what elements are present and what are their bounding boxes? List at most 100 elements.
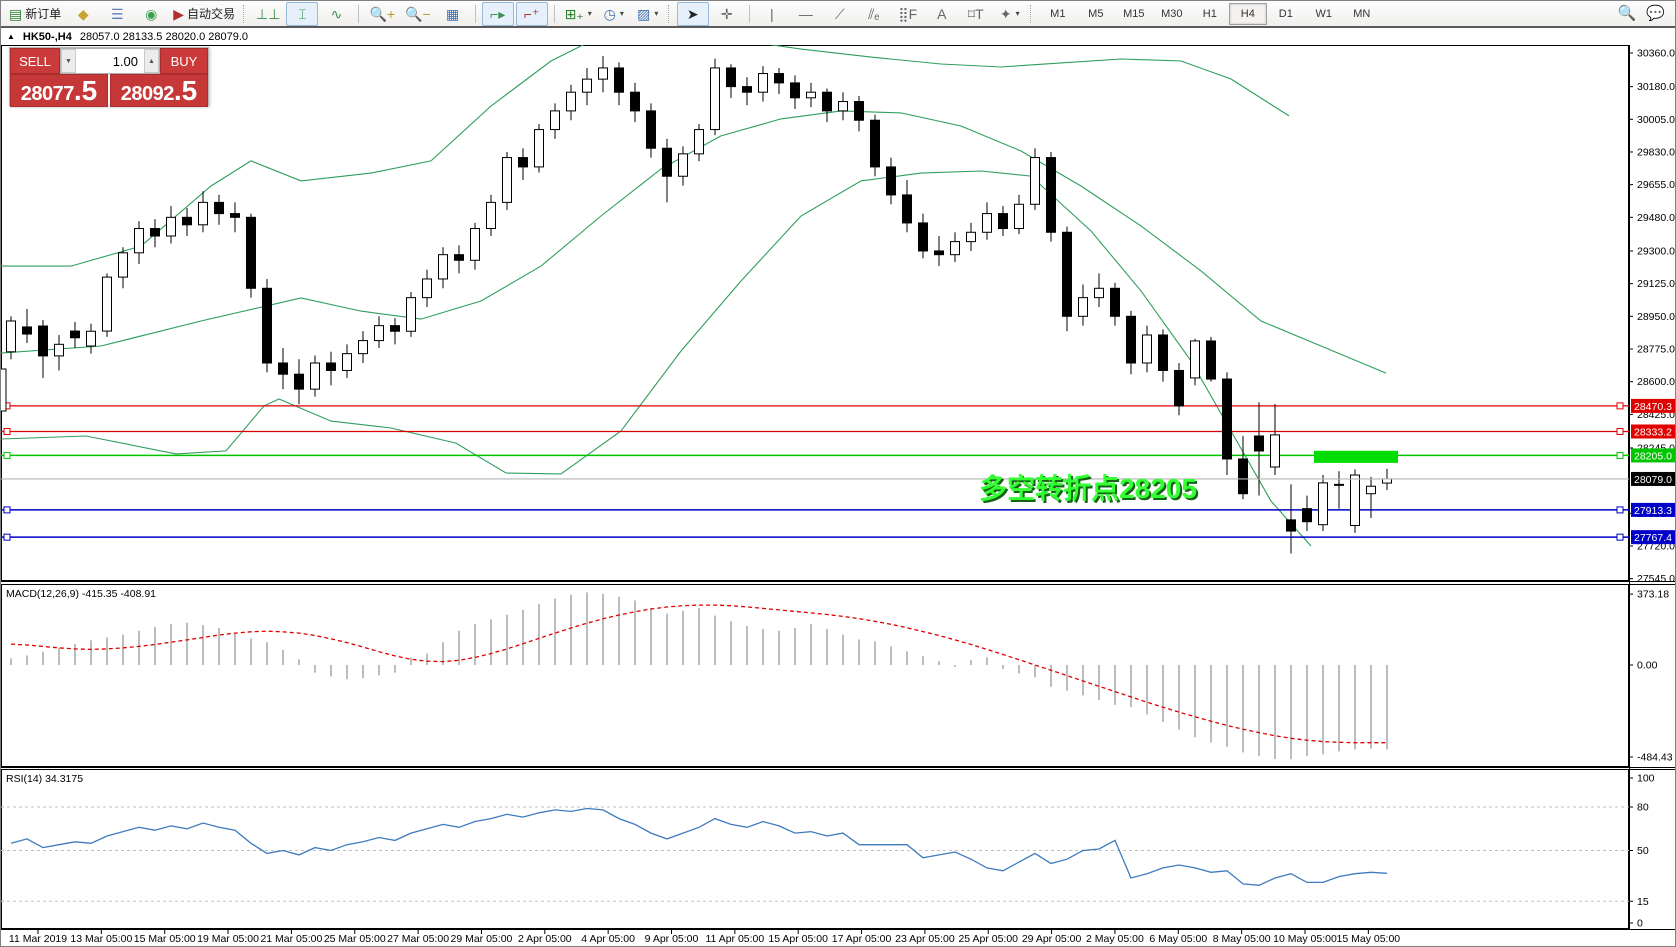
periods-button[interactable]: ◷ ▾ [598,2,630,26]
timeframe-m15[interactable]: M15 [1123,7,1145,20]
text-button[interactable]: A [926,2,958,26]
candlestick-chart-button[interactable]: ⌶ [286,1,319,26]
rsi-tick-label: 80 [1637,802,1649,814]
candle-body [1126,315,1136,364]
templates-button[interactable]: ▨ ▾ [632,2,664,26]
timeframe-h1[interactable]: H1 [1202,7,1217,20]
time-tick-label: 2 Apr 05:00 [518,933,572,945]
level-handle-icon[interactable] [3,506,11,514]
level-handle-icon[interactable] [3,427,11,435]
candle-body [566,91,576,112]
cursor-button[interactable]: ➤ [676,1,709,26]
one-click-trading-panel: SELL ▼ ▲ BUY 28077 .5 28092 .5 [9,47,209,107]
level-handle-icon[interactable] [1616,451,1624,459]
chevron-down-icon: ▾ [654,9,659,18]
timeframe-m5[interactable]: M5 [1088,7,1104,20]
candle-body [230,213,240,218]
chevron-down-icon: ▾ [619,9,624,18]
fibonacci-button[interactable]: ⣿F [892,2,924,26]
timeframe-m1[interactable]: M1 [1050,7,1066,20]
tile-windows-button[interactable]: ▦ [437,2,469,26]
volume-decrease-button[interactable]: ▼ [61,49,76,73]
level-handle-icon[interactable] [1616,533,1624,541]
line-chart-button[interactable]: ∿ [320,2,352,26]
macd-tick-label: -484.43 [1637,752,1673,764]
annotation-text: 多空转折点28205 [979,472,1197,504]
time-tick-label: 11 Apr 05:00 [705,933,764,945]
volume-control: ▼ ▲ [60,48,160,74]
collapse-triangle-icon[interactable]: ▲ [7,32,15,41]
candle-body [1190,340,1200,379]
chevron-down-icon: ▾ [1015,9,1020,18]
zoom-out-icon: 🔍− [405,5,431,22]
bar-chart-button[interactable]: ⊥⊥ [252,2,284,26]
bollinger-upper-band [1,45,1290,267]
timeframe-w1[interactable]: W1 [1315,7,1333,20]
candle-body [70,330,80,339]
sell-button[interactable]: SELL [10,48,60,74]
level-price-label-bg [1631,448,1675,463]
label-button[interactable]: ⌑T [960,2,992,26]
time-tick-label: 23 Apr 05:00 [895,933,955,945]
chart-window-button[interactable]: ◆ [67,2,99,26]
bollinger-middle-band [1,110,1387,374]
hline-button[interactable]: — [790,2,822,26]
chat-icon[interactable]: 💬 [1646,5,1665,22]
sell-price-button[interactable]: 28077 .5 [10,74,108,107]
volume-input[interactable] [76,49,144,73]
candle-body [6,320,16,353]
highlight-rectangle[interactable] [1314,450,1398,463]
candle-body [1,368,7,412]
candle-body [374,325,384,342]
price-tick-label: 29830.0 [1637,146,1675,158]
chart-shift-button[interactable]: ⌐⁺ [515,1,548,26]
shapes-button[interactable]: ✦ ▾ [994,2,1026,26]
candlestick-chart-icon: ⌶ [298,5,307,22]
level-price-label-bg [1631,502,1675,517]
timeframe-m30[interactable]: M30 [1161,7,1183,20]
timeframe-h4[interactable]: H4 [1228,2,1267,25]
data-feed-button[interactable]: ◉ [135,2,167,26]
zoom-out-button[interactable]: 🔍− [401,2,435,26]
timeframe-mn[interactable]: MN [1353,7,1371,20]
volume-increase-button[interactable]: ▲ [144,49,159,73]
rsi-tick-label: 50 [1637,845,1649,857]
level-handle-icon[interactable] [3,533,11,541]
rsi-tick-label: 15 [1637,896,1649,908]
label-icon: ⌑T [967,5,984,22]
buy-price-main: 28092 [120,83,175,105]
candle-body [1094,287,1104,299]
crosshair-button[interactable]: ✛ [711,2,743,26]
buy-button[interactable]: BUY [160,48,208,74]
toolbar-grip [243,4,248,23]
buy-price-button[interactable]: 28092 .5 [110,74,208,107]
level-handle-icon[interactable] [1616,506,1624,514]
rsi-tick-label: 0 [1637,918,1643,930]
level-price-label-bg [1631,530,1675,545]
trendline-button[interactable]: ⟋ [824,2,856,26]
level-handle-icon[interactable] [3,451,11,459]
chart-canvas[interactable]: 30360.0 30180.0 30005.0 29830.0 29655.0 29480… [1,45,1676,947]
level-handle-icon[interactable] [1616,427,1624,435]
time-tick-label: 2 May 05:00 [1086,933,1144,945]
profile-button[interactable]: ☰ [101,2,133,26]
candle-body [1158,334,1168,371]
level-handle-icon[interactable] [1616,402,1624,410]
time-tick-label: 17 Apr 05:00 [832,933,892,945]
autoscroll-button[interactable]: ⌐▸ [481,1,514,26]
period-clock-icon: ◷ [603,5,616,22]
candle-body [598,67,608,80]
new-order-label: 新订单 [25,7,62,21]
price-tick-label: 29480.0 [1637,212,1675,224]
main-toolbar: ▤ 新订单 ◆ ☰ ◉ ▶ 自动交易 ⊥⊥ ⌶ ∿ 🔍+ 🔍− ▦ ⌐▸ ⌐⁺ … [1,1,1675,28]
template-icon: ▨ [637,5,651,22]
candle-body [678,153,688,177]
timeframe-d1[interactable]: D1 [1278,7,1293,20]
channel-button[interactable]: ⫽ₑ [858,2,890,26]
autotrading-button[interactable]: ▶ 自动交易 [169,2,239,26]
search-icon[interactable]: 🔍 [1617,5,1637,22]
zoom-in-button[interactable]: 🔍+ [365,2,399,26]
indicators-button[interactable]: ⊞₊ ▾ [561,2,596,26]
vline-button[interactable]: | [756,2,788,26]
new-order-button[interactable]: ▤ 新订单 [5,2,65,26]
